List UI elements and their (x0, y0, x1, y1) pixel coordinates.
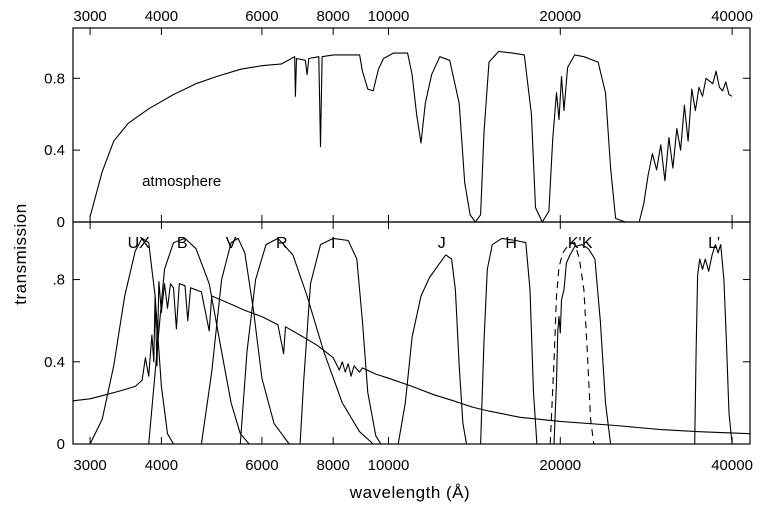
top-x-tick-labels: 3000 4000 6000 8000 10000 20000 40000 (73, 8, 753, 25)
bottom-series-3 (200, 237, 290, 445)
bottom-x-tick-label-0: 3000 (73, 457, 106, 474)
bottom-series-7 (480, 237, 538, 445)
bottom-y-tick-label-2: .8 (52, 272, 65, 289)
top-x-tick-label-4: 10000 (368, 8, 410, 25)
bottom-x-tick-label-1: 4000 (145, 457, 178, 474)
bottom-series-1 (89, 237, 174, 445)
top-x-tick-label-5: 20000 (539, 8, 581, 25)
filter-bands-panel: 0 0.4 .8 UX B V R I J H K' K L' (44, 221, 751, 453)
x-axis-label: wavelength (Å) (349, 483, 470, 502)
band-label-4: I (331, 235, 335, 252)
bottom-x-tick-label-6: 40000 (711, 457, 753, 474)
top-y-tick-label-2: 0.8 (44, 70, 65, 87)
top-y-tick-label-0: 0 (57, 214, 65, 231)
band-label-2: V (226, 235, 237, 252)
band-label-5: J (438, 235, 446, 252)
bottom-x-tick-label-3: 8000 (317, 457, 350, 474)
bottom-x-tick-label-4: 10000 (368, 457, 410, 474)
atmosphere-label: atmosphere (142, 173, 221, 190)
top-panel-frame (72, 27, 751, 223)
bottom-x-tick-labels: 3000 4000 6000 8000 10000 20000 40000 (73, 457, 753, 474)
bottom-series-8 (549, 242, 595, 445)
bottom-series-6 (397, 254, 468, 445)
top-x-tick-label-2: 6000 (245, 8, 278, 25)
band-label-6: H (505, 235, 517, 252)
top-x-tick-label-3: 8000 (317, 8, 350, 25)
bottom-series-0 (72, 281, 751, 435)
bottom-panel-frame (72, 221, 751, 445)
bottom-series-4 (239, 237, 374, 445)
bottom-x-tick-label-2: 6000 (245, 457, 278, 474)
bottom-series-10 (694, 244, 733, 445)
bottom-series-5 (299, 237, 382, 445)
bottom-x-tick-label-5: 20000 (539, 457, 581, 474)
top-x-tick-label-1: 4000 (145, 8, 178, 25)
bottom-y-tick-label-0: 0 (57, 436, 65, 453)
band-label-0: UX (128, 235, 151, 252)
band-label-7: K' (568, 235, 582, 252)
top-series-0 (89, 50, 733, 223)
bottom-y-tick-label-1: 0.4 (44, 354, 65, 371)
bottom-series-9 (553, 244, 612, 445)
band-label-8: K (582, 235, 593, 252)
y-axis-label: transmission (11, 203, 30, 304)
atmosphere-panel: 0 0.4 0.8 atmosphere (44, 27, 751, 231)
band-label-1: B (177, 235, 188, 252)
top-x-tick-label-0: 3000 (73, 8, 106, 25)
top-y-tick-label-1: 0.4 (44, 142, 65, 159)
top-x-tick-label-6: 40000 (711, 8, 753, 25)
band-label-9: L' (708, 235, 720, 252)
band-label-3: R (276, 235, 288, 252)
bottom-series-2 (148, 237, 250, 445)
